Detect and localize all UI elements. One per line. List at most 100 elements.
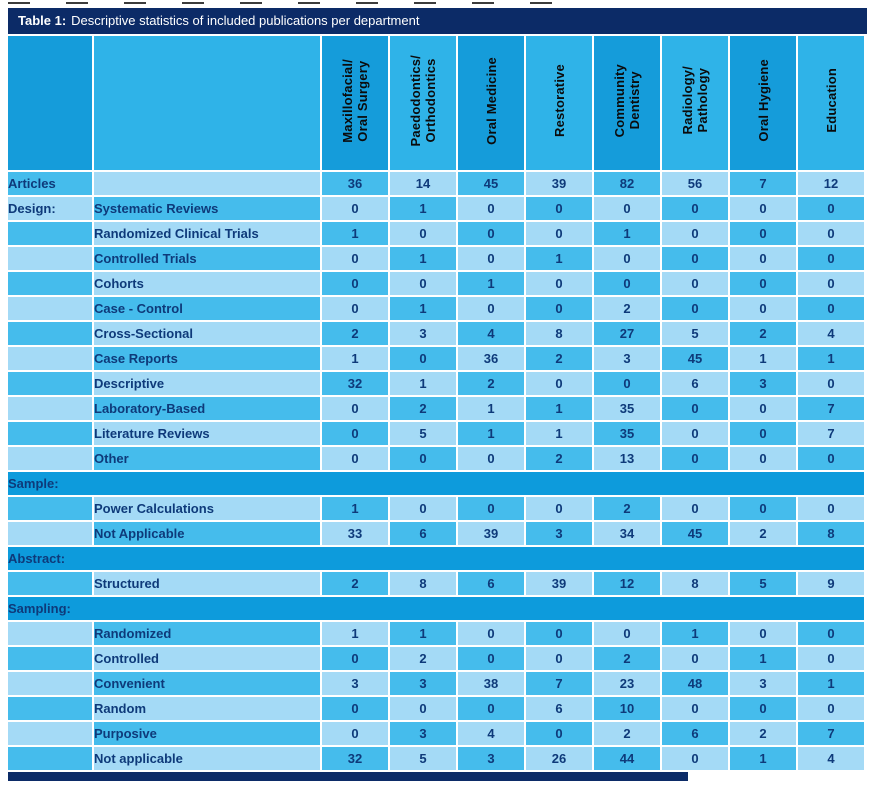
value-cell: 4 xyxy=(458,322,524,345)
table-row-articles: Articles 36 14 45 39 82 56 7 12 xyxy=(8,172,864,195)
column-header-community-dentistry: Community Dentistry xyxy=(594,36,660,170)
row-label: Systematic Reviews xyxy=(94,197,320,220)
value-cell: 0 xyxy=(458,197,524,220)
value-cell: 6 xyxy=(458,572,524,595)
section-row-abstract: Abstract: xyxy=(8,547,864,570)
value-cell: 0 xyxy=(526,222,592,245)
value-cell: 34 xyxy=(594,522,660,545)
table-row-not-applicable: Not applicable 32 5 3 26 44 0 1 4 xyxy=(8,747,864,770)
value-cell: 1 xyxy=(322,622,388,645)
column-header-label: Restorative xyxy=(551,63,567,137)
value-cell: 1 xyxy=(322,347,388,370)
value-cell: 13 xyxy=(594,447,660,470)
value-cell: 14 xyxy=(390,172,456,195)
value-cell: 48 xyxy=(662,672,728,695)
value-cell: 0 xyxy=(526,197,592,220)
value-cell: 0 xyxy=(730,222,796,245)
column-header-radiology-pathology: Radiology/ Pathology xyxy=(662,36,728,170)
value-cell: 0 xyxy=(458,647,524,670)
row-category xyxy=(8,447,92,470)
value-cell: 0 xyxy=(458,697,524,720)
value-cell: 0 xyxy=(390,222,456,245)
table-row-literature-reviews: Literature Reviews 0 5 1 1 35 0 0 7 xyxy=(8,422,864,445)
value-cell: 0 xyxy=(798,222,864,245)
value-cell: 2 xyxy=(322,572,388,595)
value-cell: 1 xyxy=(526,247,592,270)
cropped-text-remnant xyxy=(8,2,568,4)
value-cell: 0 xyxy=(662,397,728,420)
value-cell: 4 xyxy=(798,322,864,345)
row-label: Literature Reviews xyxy=(94,422,320,445)
value-cell: 23 xyxy=(594,672,660,695)
value-cell: 0 xyxy=(322,272,388,295)
value-cell: 0 xyxy=(662,222,728,245)
value-cell: 8 xyxy=(390,572,456,595)
table-row-randomized: Randomized 1 1 0 0 0 1 0 0 xyxy=(8,622,864,645)
table-title-bar: Table 1: Descriptive statistics of includ… xyxy=(8,8,867,34)
column-header-label: Oral Medicine xyxy=(483,56,499,145)
value-cell: 0 xyxy=(662,497,728,520)
value-cell: 44 xyxy=(594,747,660,770)
value-cell: 0 xyxy=(730,297,796,320)
row-label: Cohorts xyxy=(94,272,320,295)
value-cell: 7 xyxy=(798,722,864,745)
value-cell: 0 xyxy=(730,272,796,295)
value-cell: 2 xyxy=(594,297,660,320)
value-cell: 27 xyxy=(594,322,660,345)
value-cell: 0 xyxy=(798,372,864,395)
value-cell: 1 xyxy=(798,672,864,695)
value-cell: 3 xyxy=(730,672,796,695)
value-cell: 2 xyxy=(526,447,592,470)
value-cell: 1 xyxy=(322,497,388,520)
section-label: Sample: xyxy=(8,472,864,495)
value-cell: 45 xyxy=(458,172,524,195)
row-category xyxy=(8,647,92,670)
section-label: Abstract: xyxy=(8,547,864,570)
value-cell: 45 xyxy=(662,522,728,545)
table-number-label: Table 1: xyxy=(18,13,67,28)
table-row-controlled-trials: Controlled Trials 0 1 0 1 0 0 0 0 xyxy=(8,247,864,270)
value-cell: 0 xyxy=(662,197,728,220)
value-cell: 1 xyxy=(390,247,456,270)
row-category xyxy=(8,747,92,770)
value-cell: 0 xyxy=(526,647,592,670)
value-cell: 0 xyxy=(526,297,592,320)
value-cell: 56 xyxy=(662,172,728,195)
value-cell: 0 xyxy=(662,647,728,670)
value-cell: 3 xyxy=(390,322,456,345)
row-category xyxy=(8,372,92,395)
value-cell: 8 xyxy=(662,572,728,595)
value-cell: 1 xyxy=(730,647,796,670)
value-cell: 2 xyxy=(594,647,660,670)
value-cell: 3 xyxy=(322,672,388,695)
value-cell: 0 xyxy=(798,197,864,220)
value-cell: 0 xyxy=(798,497,864,520)
value-cell: 2 xyxy=(594,497,660,520)
value-cell: 0 xyxy=(322,197,388,220)
value-cell: 0 xyxy=(798,647,864,670)
value-cell: 1 xyxy=(458,272,524,295)
stats-table: Maxillofacial/ Oral Surgery Paedodontics/… xyxy=(6,34,866,772)
value-cell: 6 xyxy=(662,372,728,395)
table-header: Maxillofacial/ Oral Surgery Paedodontics/… xyxy=(8,36,864,170)
value-cell: 0 xyxy=(322,722,388,745)
value-cell: 3 xyxy=(526,522,592,545)
value-cell: 3 xyxy=(730,372,796,395)
value-cell: 0 xyxy=(322,647,388,670)
value-cell: 0 xyxy=(390,347,456,370)
value-cell: 8 xyxy=(526,322,592,345)
value-cell: 0 xyxy=(594,622,660,645)
table-row-not-applicable: Not Applicable 33 6 39 3 34 45 2 8 xyxy=(8,522,864,545)
value-cell: 0 xyxy=(798,697,864,720)
value-cell: 33 xyxy=(322,522,388,545)
value-cell: 0 xyxy=(662,747,728,770)
row-category xyxy=(8,347,92,370)
column-header-label: Community Dentistry xyxy=(612,63,642,138)
value-cell: 0 xyxy=(730,447,796,470)
value-cell: 1 xyxy=(390,622,456,645)
value-cell: 5 xyxy=(390,747,456,770)
row-label xyxy=(94,172,320,195)
value-cell: 0 xyxy=(662,422,728,445)
column-header-oral-hygiene: Oral Hygiene xyxy=(730,36,796,170)
value-cell: 0 xyxy=(322,297,388,320)
